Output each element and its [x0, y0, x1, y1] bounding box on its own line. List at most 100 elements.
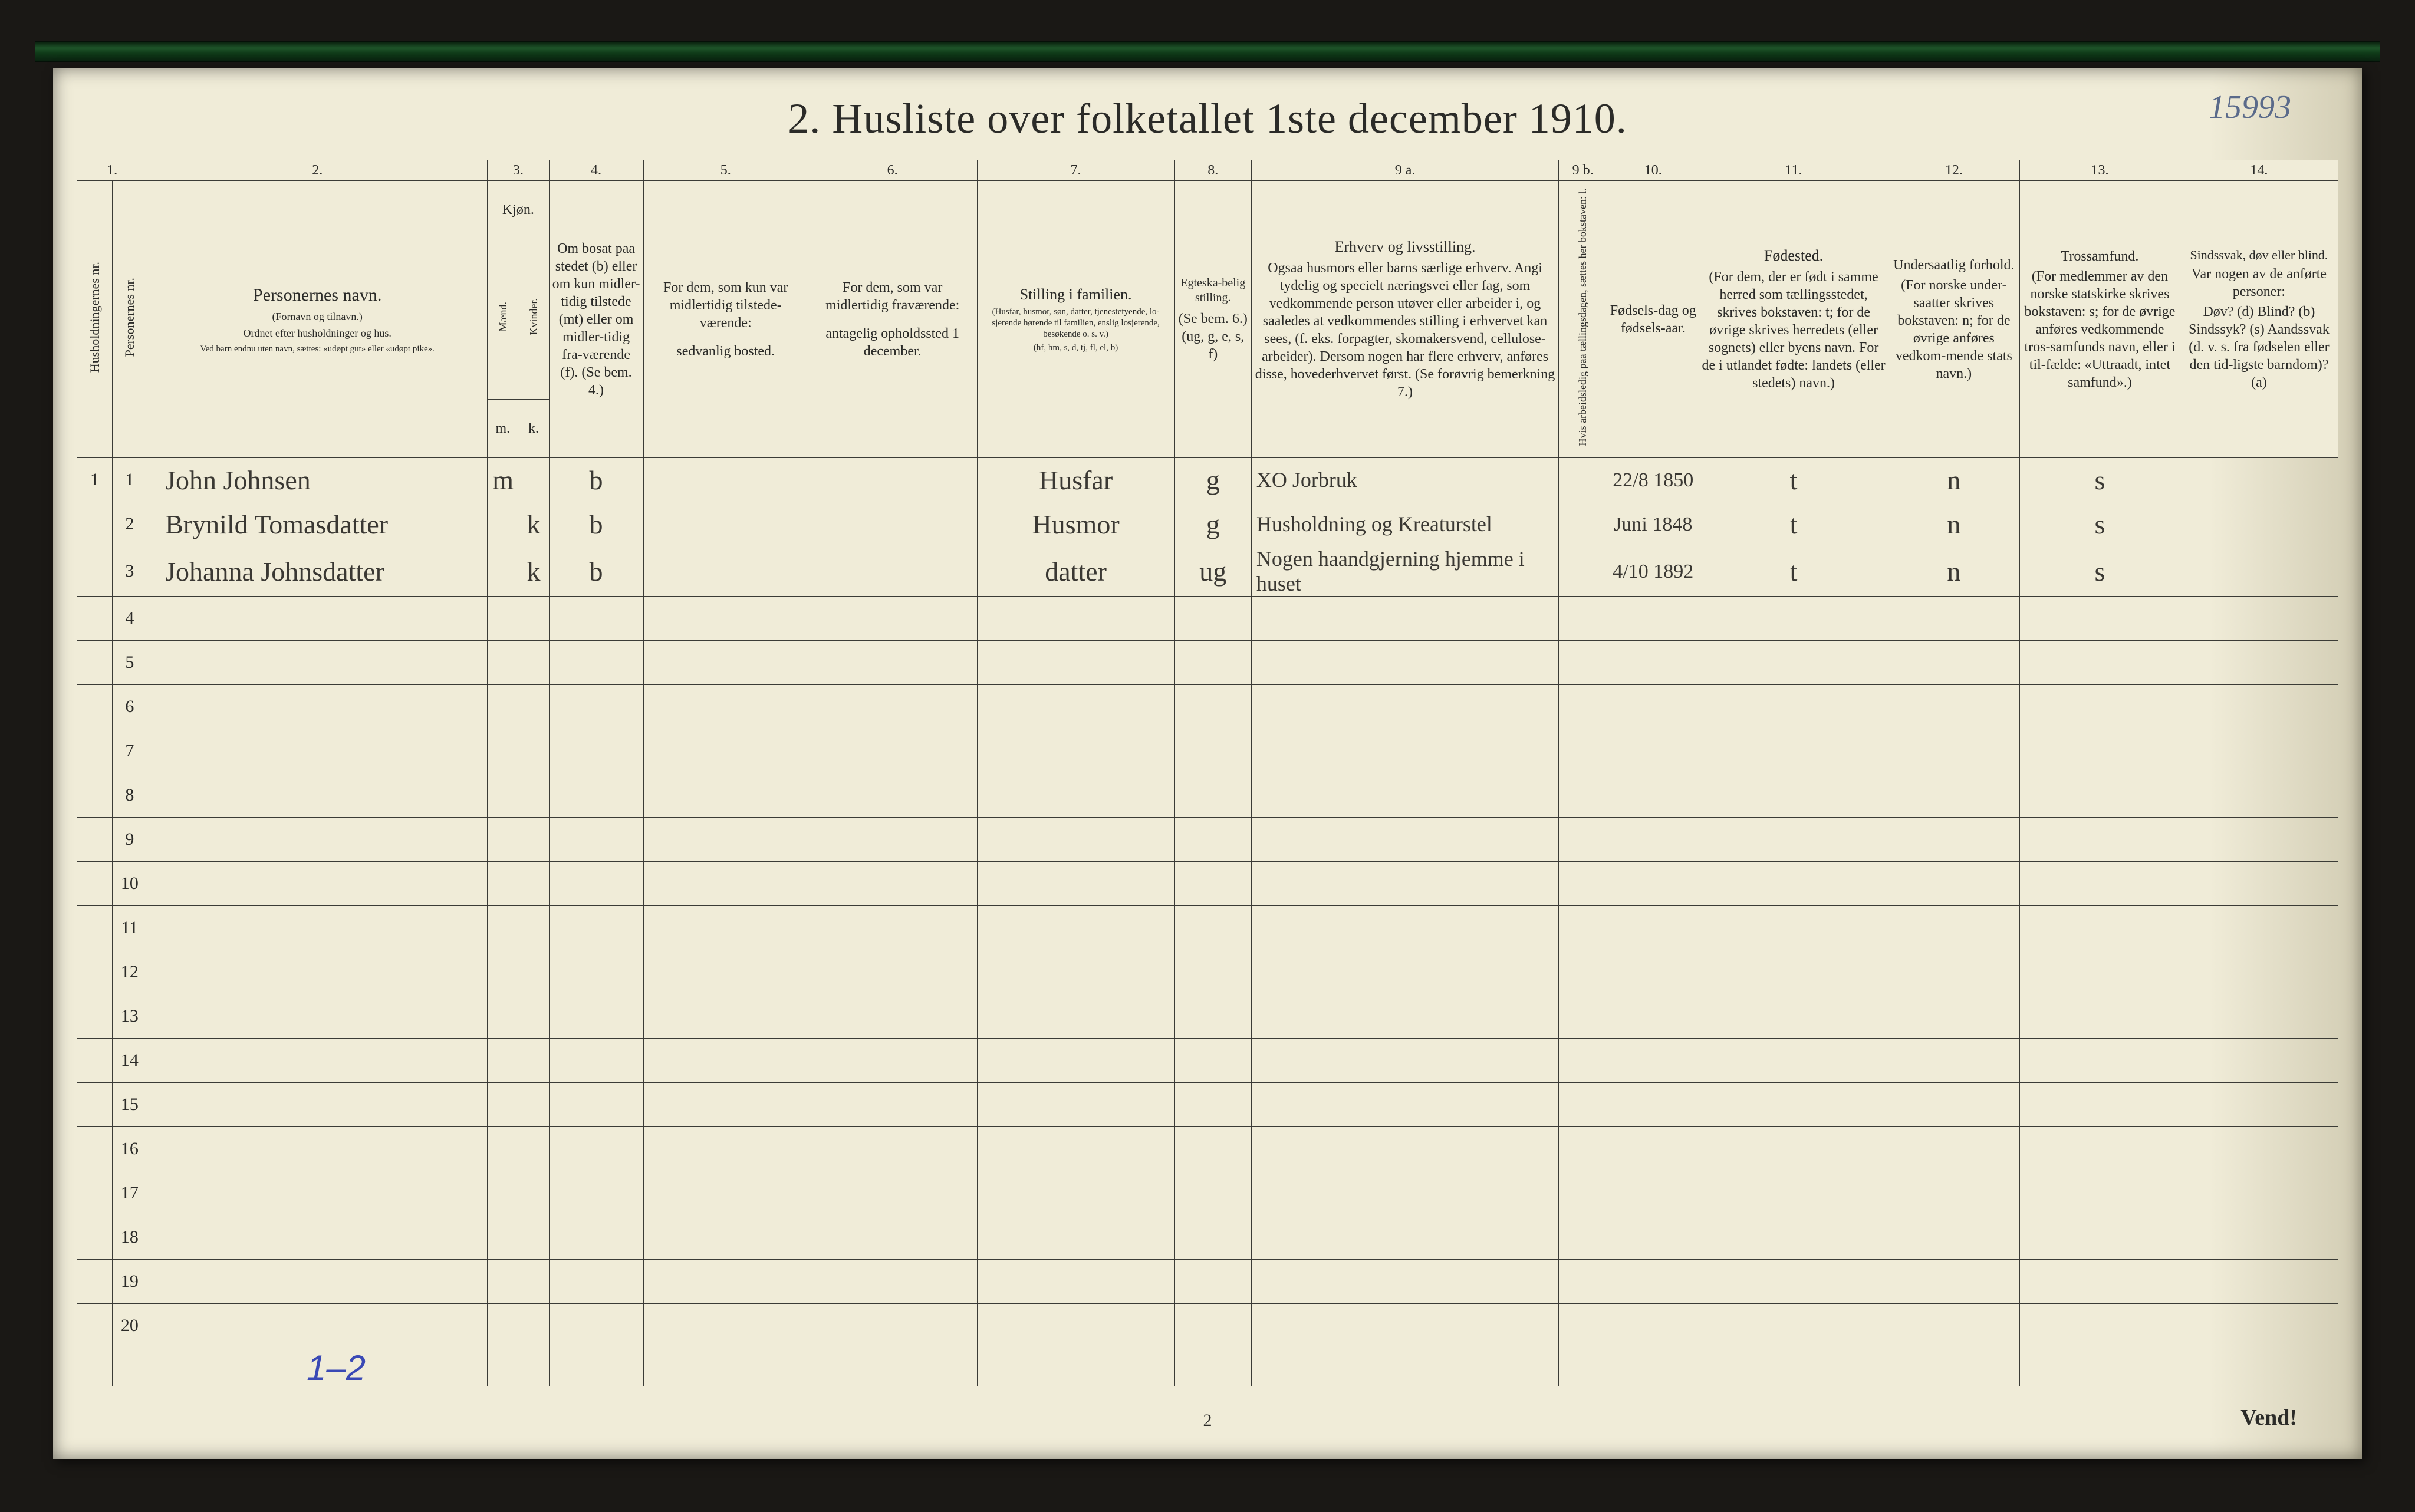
cell-person-nr: 9 — [112, 818, 147, 862]
cell-empty — [488, 1127, 518, 1171]
cell-family-pos: Husfar — [977, 458, 1174, 502]
cell-household-nr — [77, 1039, 113, 1083]
cell-empty — [2180, 1171, 2338, 1215]
cell-empty — [1174, 1348, 1251, 1386]
cell-empty — [549, 1304, 643, 1348]
cell-empty — [1888, 1127, 2019, 1171]
cell-empty — [1699, 1304, 1888, 1348]
table-row: 2Brynild TomasdatterkbHusmorgHusholdning… — [77, 502, 2338, 546]
hdr-household-nr: Husholdningernes nr. — [77, 181, 113, 458]
cell-empty — [2020, 1215, 2180, 1260]
cell-empty — [808, 1304, 977, 1348]
cell-empty — [518, 1127, 549, 1171]
cell-empty — [1607, 906, 1699, 950]
cell-empty — [643, 818, 808, 862]
hdr-family-pos: Stilling i familien. (Husfar, husmor, sø… — [977, 181, 1174, 458]
cell-nationality: n — [1888, 502, 2019, 546]
cell-empty — [643, 729, 808, 773]
cell-empty — [1607, 597, 1699, 641]
cell-empty — [643, 1039, 808, 1083]
cell-empty — [2020, 1304, 2180, 1348]
cell-person-nr: 17 — [112, 1171, 147, 1215]
hdr-temp-present: For dem, som kun var midlertidig tilsted… — [643, 181, 808, 458]
cell-empty — [977, 641, 1174, 685]
cell-household-nr — [77, 685, 113, 729]
cell-empty — [518, 906, 549, 950]
cell-person-nr: 14 — [112, 1039, 147, 1083]
cell-empty — [1699, 729, 1888, 773]
cell-empty — [2020, 1083, 2180, 1127]
cell-empty — [549, 862, 643, 906]
cell-religion: s — [2020, 458, 2180, 502]
colnum-8: 8. — [1174, 160, 1251, 181]
cell-empty — [147, 1127, 488, 1171]
cell-empty — [1888, 906, 2019, 950]
cell-empty — [549, 729, 643, 773]
cell-person-nr: 15 — [112, 1083, 147, 1127]
cell-marital: g — [1174, 458, 1251, 502]
cell-family-pos: Husmor — [977, 502, 1174, 546]
cell-empty — [1559, 1127, 1607, 1171]
cell-empty — [643, 906, 808, 950]
cell-person-nr: 4 — [112, 597, 147, 641]
cell-empty — [977, 994, 1174, 1039]
cell-empty — [1888, 1039, 2019, 1083]
cell-empty — [808, 862, 977, 906]
cell-empty — [1251, 994, 1558, 1039]
cell-household-nr — [77, 1083, 113, 1127]
cell-empty — [518, 950, 549, 994]
cell-empty — [549, 818, 643, 862]
cell-empty — [488, 1348, 518, 1386]
colnum-13: 13. — [2020, 160, 2180, 181]
hdr-person-nr: Personernes nr. — [112, 181, 147, 458]
cell-empty — [1251, 597, 1558, 641]
document-page: 15993 2. Husliste over folketallet 1ste … — [53, 68, 2362, 1459]
hdr-marital: Egteska-belig stilling. (Se bem. 6.) (ug… — [1174, 181, 1251, 458]
cell-empty — [808, 994, 977, 1039]
cell-birthdate: 22/8 1850 — [1607, 458, 1699, 502]
cell-empty — [1888, 1083, 2019, 1127]
cell-birthplace: t — [1699, 458, 1888, 502]
cell-empty — [808, 906, 977, 950]
colnum-1: 1. — [77, 160, 147, 181]
cell-marital: ug — [1174, 546, 1251, 597]
cell-empty — [1174, 641, 1251, 685]
cell-empty — [147, 1039, 488, 1083]
cell-household-nr — [77, 729, 113, 773]
colnum-4: 4. — [549, 160, 643, 181]
cell-female: k — [518, 546, 549, 597]
cell-empty — [808, 1171, 977, 1215]
cell-empty — [1699, 597, 1888, 641]
cell-household-nr — [77, 773, 113, 818]
cell-empty — [1174, 862, 1251, 906]
hdr-occupation: Erhverv og livsstilling. Ogsaa husmors e… — [1251, 181, 1558, 458]
cell-empty — [643, 1260, 808, 1304]
cell-name: Johanna Johnsdatter — [147, 546, 488, 597]
table-body: 11John JohnsenmbHusfargXO Jorbruk22/8 18… — [77, 458, 2338, 1386]
cell-empty — [2180, 729, 2338, 773]
cell-empty — [1251, 862, 1558, 906]
cell-empty — [1699, 1348, 1888, 1386]
cell-empty — [977, 862, 1174, 906]
cell-temp-present — [643, 502, 808, 546]
cell-empty — [1251, 1215, 1558, 1260]
cell-person-nr: 1 — [112, 458, 147, 502]
hdr-sex: Kjøn. — [488, 181, 549, 239]
table-row-empty: 17 — [77, 1171, 2338, 1215]
cell-empty — [2180, 641, 2338, 685]
hdr-nationality: Undersaatlig forhold. (For norske under-… — [1888, 181, 2019, 458]
cell-nationality: n — [1888, 546, 2019, 597]
cell-empty — [643, 1215, 808, 1260]
cell-empty — [549, 1215, 643, 1260]
cell-empty — [1888, 773, 2019, 818]
cell-empty — [549, 773, 643, 818]
cell-empty — [147, 729, 488, 773]
hdr-birthdate: Fødsels-dag og fødsels-aar. — [1607, 181, 1699, 458]
cell-empty — [1888, 994, 2019, 1039]
table-row-empty: 12 — [77, 950, 2338, 994]
cell-empty — [643, 1127, 808, 1171]
binding-strip — [35, 41, 2380, 62]
cell-empty — [1699, 685, 1888, 729]
cell-empty — [977, 1171, 1174, 1215]
cell-empty — [1607, 729, 1699, 773]
